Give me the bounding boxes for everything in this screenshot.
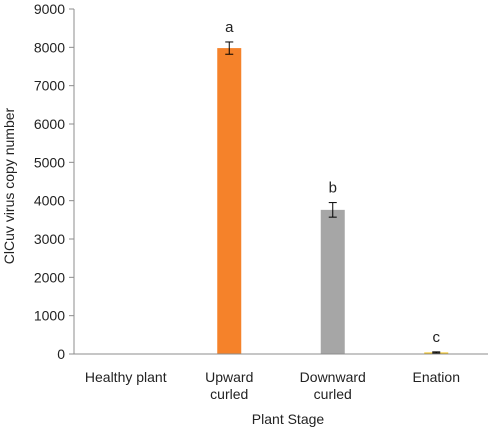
y-tick-label: 7000 bbox=[34, 78, 65, 94]
significance-letters: a b c bbox=[225, 19, 440, 346]
y-axis-ticks: 0 1000 2000 3000 4000 5000 6000 7000 8000 9000 bbox=[34, 1, 74, 362]
bar bbox=[217, 48, 242, 354]
y-tick-label: 9000 bbox=[34, 1, 65, 17]
y-tick-label: 8000 bbox=[34, 39, 65, 55]
significance-letter: c bbox=[433, 329, 441, 346]
y-tick-label: 5000 bbox=[34, 154, 65, 170]
significance-letter: b bbox=[329, 180, 337, 197]
y-tick-label: 4000 bbox=[34, 193, 65, 209]
x-tick-label: Enation bbox=[413, 369, 460, 385]
x-axis-label: Plant Stage bbox=[252, 411, 325, 427]
y-tick-label: 1000 bbox=[34, 308, 65, 324]
y-tick-label: 2000 bbox=[34, 269, 65, 285]
y-axis-label: ClCuv virus copy number bbox=[1, 107, 17, 264]
y-tick-label: 3000 bbox=[34, 231, 65, 247]
error-bars bbox=[225, 41, 441, 354]
bars bbox=[217, 48, 449, 354]
x-axis-tick-labels: Healthy plant Upward curled Downward curled E… bbox=[85, 369, 460, 402]
y-tick-label: 0 bbox=[57, 346, 65, 362]
x-tick-label: Healthy plant bbox=[85, 369, 167, 385]
significance-letter: a bbox=[225, 19, 234, 36]
y-tick-label: 6000 bbox=[34, 116, 65, 132]
bar bbox=[320, 209, 345, 354]
x-tick-label: Upward curled bbox=[205, 369, 253, 402]
x-tick-label: Downward curled bbox=[300, 369, 366, 402]
